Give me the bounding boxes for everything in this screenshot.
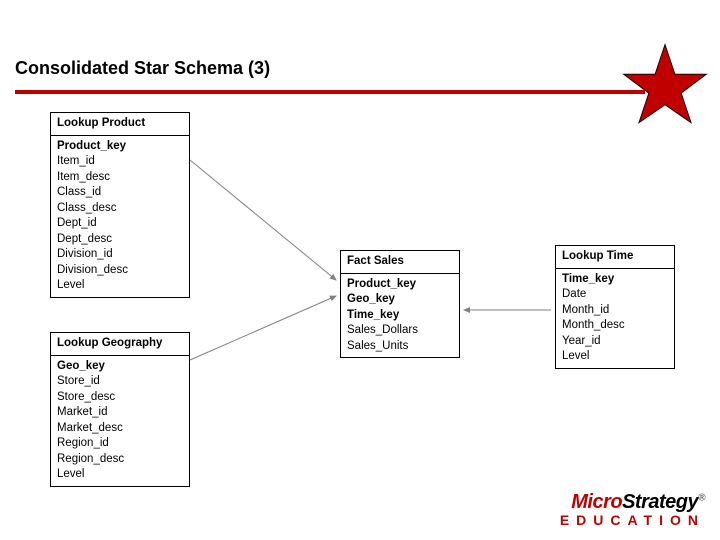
table-header: Lookup Time [556, 246, 674, 269]
table-body: Time_keyDateMonth_idMonth_descYear_idLev… [556, 269, 674, 368]
table-field: Time_key [562, 272, 668, 288]
page-title: Consolidated Star Schema (3) [15, 58, 270, 79]
table-field: Dept_desc [57, 232, 183, 248]
table-field: Time_key [347, 308, 453, 324]
table-field: Market_desc [57, 421, 183, 437]
table-header: Lookup Geography [51, 333, 189, 356]
table-fact-sales: Fact Sales Product_keyGeo_keyTime_keySal… [340, 250, 460, 358]
table-body: Product_keyItem_idItem_descClass_idClass… [51, 136, 189, 297]
connector-line [190, 296, 336, 360]
table-field: Class_id [57, 185, 183, 201]
star-shape [624, 45, 707, 123]
table-field: Sales_Units [347, 339, 453, 355]
table-field: Level [57, 278, 183, 294]
table-field: Market_id [57, 405, 183, 421]
table-field: Division_id [57, 247, 183, 263]
table-body: Geo_keyStore_idStore_descMarket_idMarket… [51, 356, 189, 486]
table-header: Lookup Product [51, 113, 189, 136]
table-field: Geo_key [347, 292, 453, 308]
table-field: Dept_id [57, 216, 183, 232]
logo-brand: MicroStrategy® [560, 491, 705, 514]
table-field: Class_desc [57, 201, 183, 217]
table-field: Geo_key [57, 359, 183, 375]
table-field: Month_desc [562, 318, 668, 334]
table-field: Product_key [347, 277, 453, 293]
table-field: Level [562, 349, 668, 365]
logo-reg: ® [698, 492, 705, 503]
table-field: Product_key [57, 139, 183, 155]
table-lookup-time: Lookup Time Time_keyDateMonth_idMonth_de… [555, 245, 675, 369]
table-field: Store_desc [57, 390, 183, 406]
star-icon [620, 40, 710, 130]
table-lookup-geography: Lookup Geography Geo_keyStore_idStore_de… [50, 332, 190, 487]
logo-subtitle: EDUCATION [560, 512, 705, 528]
logo-word1: Micro [571, 491, 622, 513]
table-field: Date [562, 287, 668, 303]
logo-word2: Strategy [622, 491, 698, 513]
table-field: Region_desc [57, 452, 183, 468]
logo: MicroStrategy® EDUCATION [560, 491, 705, 528]
table-field: Sales_Dollars [347, 323, 453, 339]
table-body: Product_keyGeo_keyTime_keySales_DollarsS… [341, 274, 459, 358]
connector-line [190, 160, 336, 280]
table-field: Region_id [57, 436, 183, 452]
table-lookup-product: Lookup Product Product_keyItem_idItem_de… [50, 112, 190, 298]
table-header: Fact Sales [341, 251, 459, 274]
table-field: Month_id [562, 303, 668, 319]
table-field: Year_id [562, 334, 668, 350]
table-field: Item_desc [57, 170, 183, 186]
table-field: Store_id [57, 374, 183, 390]
table-field: Item_id [57, 154, 183, 170]
title-rule [15, 90, 645, 94]
table-field: Division_desc [57, 263, 183, 279]
table-field: Level [57, 467, 183, 483]
